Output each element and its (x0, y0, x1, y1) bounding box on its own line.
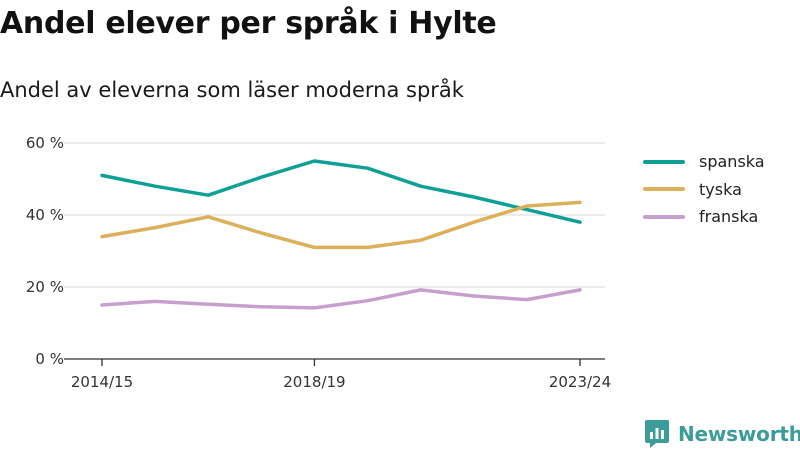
y-tick-label: 20 % (26, 278, 64, 296)
legend-label-tyska: tyska (699, 179, 742, 199)
series-line-tyska (100, 200, 582, 250)
newsworthy-brand[interactable]: Newsworthy (644, 419, 800, 449)
gridlines (64, 142, 605, 288)
chart-subtitle: Andel av eleverna som läser moderna språ… (0, 78, 464, 102)
y-axis-ticks: 0 % 20 % 40 % 60 % (26, 134, 64, 368)
series-line-franska (100, 288, 582, 310)
legend-label-franska: franska (699, 207, 759, 227)
newsworthy-logo-icon (645, 420, 669, 448)
series-lines (100, 159, 582, 310)
legend-item-franska: franska (643, 203, 765, 231)
x-tick-label: 2018/19 (283, 373, 345, 391)
x-tick-label: 2014/15 (71, 373, 133, 391)
legend-item-tyska: tyska (643, 176, 765, 204)
series-line-spanska (100, 159, 582, 224)
legend-swatch-spanska (643, 159, 685, 164)
legend-item-spanska: spanska (643, 148, 765, 176)
chart-title: Andel elever per språk i Hylte (0, 6, 497, 41)
y-tick-label: 40 % (26, 206, 64, 224)
x-tick-label: 2023/24 (549, 373, 611, 391)
legend-swatch-franska (643, 214, 685, 219)
brand-name: Newsworthy (678, 422, 800, 446)
x-axis: 2014/15 2018/19 2023/24 (64, 358, 611, 391)
legend: spanska tyska franska (643, 148, 765, 231)
y-tick-label: 0 % (35, 350, 64, 368)
y-tick-label: 60 % (26, 134, 64, 152)
legend-swatch-tyska (643, 187, 685, 192)
legend-label-spanska: spanska (699, 152, 765, 172)
